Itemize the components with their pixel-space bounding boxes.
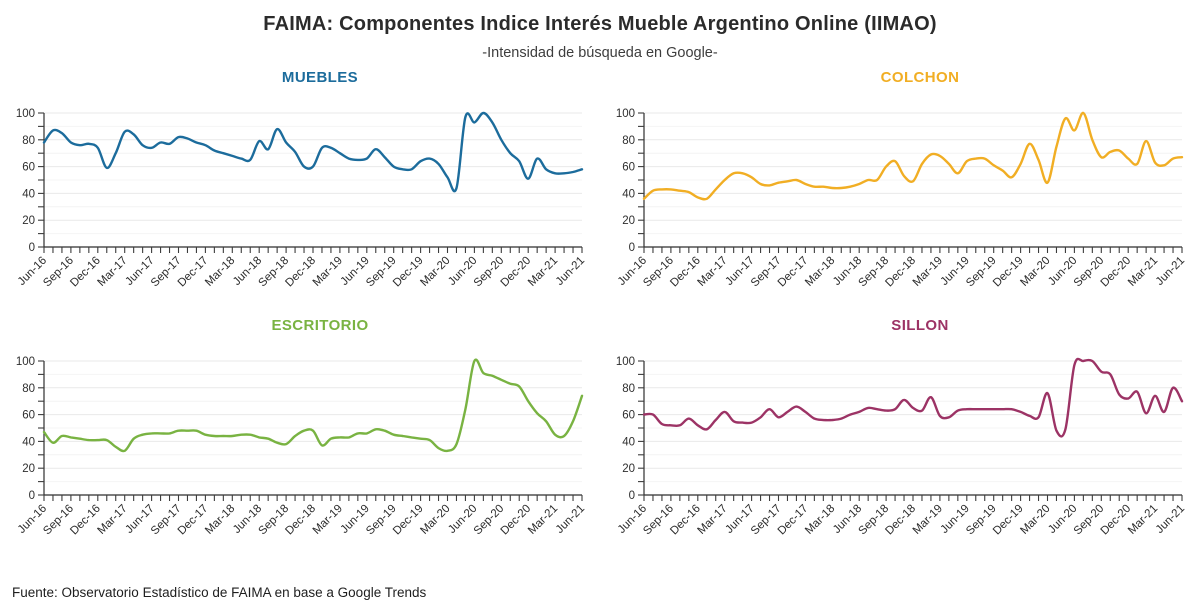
y-tick-label: 80 xyxy=(22,383,35,395)
y-tick-label: 60 xyxy=(22,410,35,422)
x-tick-label: Dec-16 xyxy=(668,503,703,538)
muebles-line-chart: 020406080100Jun-16Sep-16Dec-16Mar-17Jun-… xyxy=(16,108,587,289)
axes: 020406080100Jun-16Sep-16Dec-16Mar-17Jun-… xyxy=(616,356,1187,537)
y-tick-label: 100 xyxy=(616,108,635,120)
x-tick-label: Dec-18 xyxy=(283,255,318,290)
y-tick-label: 40 xyxy=(622,436,635,448)
source-note: Fuente: Observatorio Estadístico de FAIM… xyxy=(12,585,427,600)
gridlines xyxy=(644,360,1182,483)
y-tick-label: 80 xyxy=(622,383,635,395)
x-tick-label: Dec-16 xyxy=(68,255,103,290)
chart-title-sillon: SILLON xyxy=(891,317,949,334)
y-tick-label: 40 xyxy=(22,188,35,200)
x-tick-label: Mar-21 xyxy=(526,503,560,537)
x-tick-label: Dec-17 xyxy=(176,503,211,538)
gridlines xyxy=(644,112,1182,235)
x-tick-label: Mar-17 xyxy=(96,503,130,537)
chart-title-escritorio: ESCRITORIO xyxy=(271,317,369,334)
x-tick-label: Mar-20 xyxy=(1018,255,1052,289)
x-tick-label: Dec-17 xyxy=(776,255,811,290)
x-tick-label: Mar-19 xyxy=(911,503,945,537)
x-tick-label: Jun-21 xyxy=(1154,255,1187,288)
y-tick-label: 0 xyxy=(29,242,35,254)
y-tick-label: 40 xyxy=(22,436,35,448)
x-tick-label: Mar-17 xyxy=(96,255,130,289)
x-tick-label: Dec-19 xyxy=(991,255,1026,290)
x-tick-label: Dec-19 xyxy=(391,503,426,538)
x-tick-label: Mar-18 xyxy=(203,255,237,289)
y-tick-label: 20 xyxy=(622,215,635,227)
series-line xyxy=(42,358,584,453)
y-tick-label: 20 xyxy=(622,463,635,475)
charts-grid: MUEBLES 0 20 40 60 80 100 Jun-16 Sep-16 Dec-16 Ma… xyxy=(0,67,1200,563)
y-tick-label: 60 xyxy=(22,162,35,174)
chart-cell-sillon: SILLON 0 20 40 60 80 100 Jun-16 Sep-16 Dec-16 Mar… xyxy=(600,315,1200,563)
y-tick-label: 80 xyxy=(22,135,35,147)
series-line xyxy=(642,357,1184,438)
axes: 020406080100Jun-16Sep-16Dec-16Mar-17Jun-… xyxy=(16,356,587,537)
x-tick-label: Mar-21 xyxy=(1126,503,1160,537)
sillon-line-chart: 020406080100Jun-16Sep-16Dec-16Mar-17Jun-… xyxy=(616,356,1187,537)
x-tick-label: Dec-20 xyxy=(1099,255,1134,290)
x-tick-label: Dec-17 xyxy=(776,503,811,538)
axes: 020406080100Jun-16Sep-16Dec-16Mar-17Jun-… xyxy=(16,108,587,289)
x-tick-label: Dec-18 xyxy=(883,255,918,290)
chart-title-muebles: MUEBLES xyxy=(281,69,359,86)
x-tick-label: Dec-18 xyxy=(883,503,918,538)
x-tick-label: Jun-21 xyxy=(554,503,587,536)
x-tick-label: Dec-17 xyxy=(176,255,211,290)
x-tick-label: Mar-19 xyxy=(311,255,345,289)
x-tick-label: Mar-18 xyxy=(203,503,237,537)
y-tick-label: 20 xyxy=(22,215,35,227)
x-tick-label: Mar-17 xyxy=(696,503,730,537)
chart-cell-colchon: COLCHON 0 20 40 60 80 100 Jun-16 Sep-16 Dec-16 Ma… xyxy=(600,67,1200,315)
y-tick-label: 0 xyxy=(629,490,635,502)
x-tick-label: Jun-21 xyxy=(554,255,587,288)
x-tick-label: Mar-20 xyxy=(418,255,452,289)
x-tick-label: Mar-19 xyxy=(911,255,945,289)
x-tick-label: Dec-16 xyxy=(668,255,703,290)
x-tick-label: Mar-20 xyxy=(1018,503,1052,537)
colchon-line-chart: 020406080100Jun-16Sep-16Dec-16Mar-17Jun-… xyxy=(616,108,1187,290)
y-tick-label: 20 xyxy=(22,463,35,475)
y-tick-label: 100 xyxy=(16,108,35,120)
y-tick-label: 100 xyxy=(16,356,35,368)
x-tick-label: Mar-21 xyxy=(526,255,560,289)
x-tick-label: Mar-17 xyxy=(696,255,730,289)
x-tick-label: Jun-21 xyxy=(1154,503,1187,536)
chart-cell-muebles: MUEBLES 0 20 40 60 80 100 Jun-16 Sep-16 Dec-16 Ma… xyxy=(0,67,600,315)
series-line xyxy=(42,111,584,193)
x-tick-label: Dec-16 xyxy=(68,503,103,538)
y-tick-label: 40 xyxy=(622,188,635,200)
x-tick-label: Mar-21 xyxy=(1126,255,1160,289)
x-tick-label: Dec-20 xyxy=(1099,503,1134,538)
x-tick-label: Dec-19 xyxy=(391,255,426,290)
chart-title-colchon: COLCHON xyxy=(880,69,960,86)
x-tick-label: Dec-20 xyxy=(499,255,534,290)
x-tick-label: Dec-20 xyxy=(499,503,534,538)
y-tick-label: 0 xyxy=(29,490,35,502)
x-tick-label: Mar-18 xyxy=(803,255,837,289)
gridlines xyxy=(44,360,582,483)
y-tick-label: 0 xyxy=(629,242,635,254)
escritorio-line-chart: 020406080100Jun-16Sep-16Dec-16Mar-17Jun-… xyxy=(16,356,587,537)
y-tick-label: 100 xyxy=(616,356,635,368)
figure-subtitle: -Intensidad de búsqueda en Google- xyxy=(482,45,718,61)
x-tick-label: Mar-18 xyxy=(803,503,837,537)
y-tick-label: 80 xyxy=(622,135,635,147)
y-tick-label: 60 xyxy=(622,410,635,422)
y-tick-label: 60 xyxy=(622,162,635,174)
x-tick-label: Dec-18 xyxy=(283,503,318,538)
series-line xyxy=(642,111,1184,201)
x-tick-label: Dec-19 xyxy=(991,503,1026,538)
chart-cell-escritorio: ESCRITORIO 0 20 40 60 80 100 Jun-16 Sep-16 Dec-1… xyxy=(0,315,600,563)
x-tick-label: Mar-19 xyxy=(311,503,345,537)
figure-title: FAIMA: Componentes Indice Interés Mueble… xyxy=(263,13,937,35)
x-tick-label: Mar-20 xyxy=(418,503,452,537)
